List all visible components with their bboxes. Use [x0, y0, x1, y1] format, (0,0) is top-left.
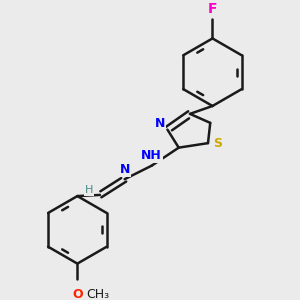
- Text: F: F: [208, 2, 217, 16]
- Text: O: O: [72, 287, 83, 300]
- Text: N: N: [119, 163, 130, 176]
- Text: H: H: [84, 185, 93, 195]
- Text: NH: NH: [141, 149, 162, 162]
- Text: CH₃: CH₃: [86, 287, 109, 300]
- Text: S: S: [214, 136, 223, 150]
- Text: N: N: [154, 118, 165, 130]
